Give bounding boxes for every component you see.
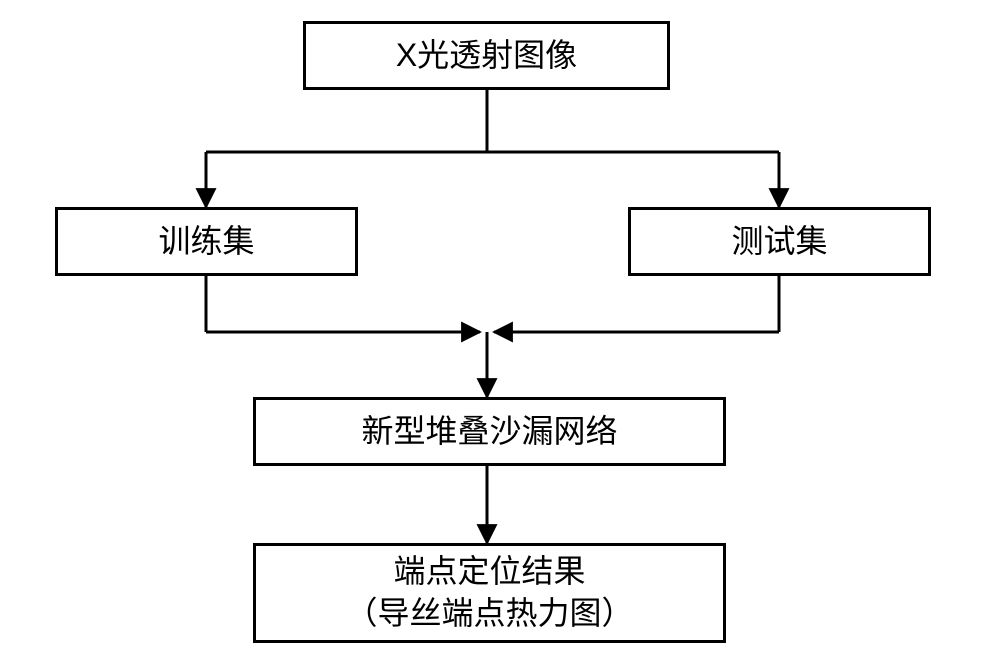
node-result: 端点定位结果 （导丝端点热力图） (253, 543, 726, 643)
node-label: X光透射图像 (396, 35, 577, 77)
node-label: 训练集 (158, 221, 254, 263)
node-xray-image: X光透射图像 (303, 21, 670, 90)
node-label: 新型堆叠沙漏网络 (361, 411, 617, 453)
node-training-set: 训练集 (55, 207, 358, 276)
node-label: 端点定位结果 （导丝端点热力图） (345, 551, 633, 634)
node-network: 新型堆叠沙漏网络 (253, 397, 726, 466)
node-label: 测试集 (731, 221, 827, 263)
node-test-set: 测试集 (628, 207, 931, 276)
flowchart-canvas: X光透射图像 训练集 测试集 新型堆叠沙漏网络 端点定位结果 （导丝端点热力图） (0, 0, 1000, 667)
